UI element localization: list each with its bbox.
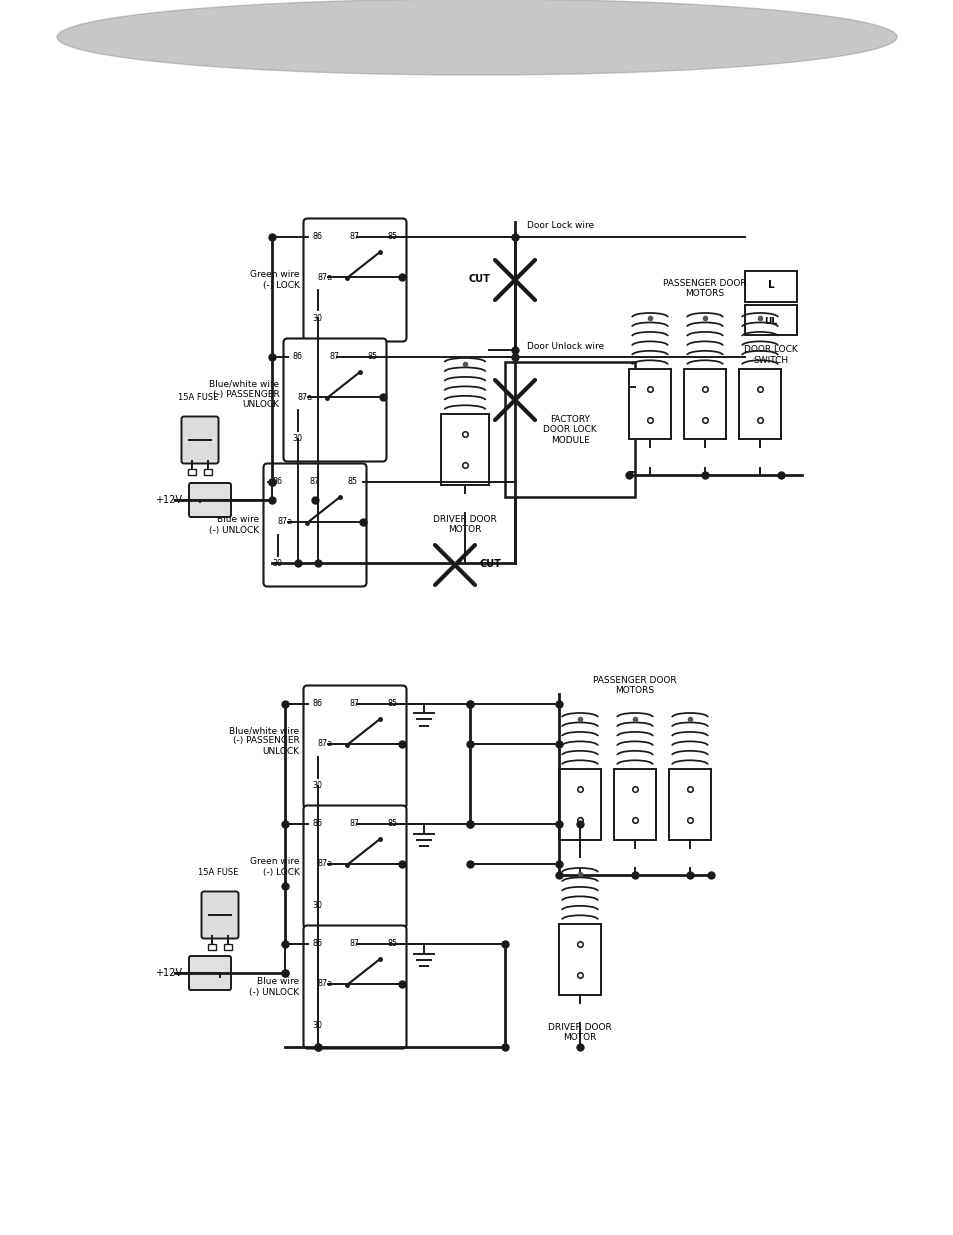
Text: 86: 86 bbox=[313, 819, 322, 827]
Text: CUT: CUT bbox=[479, 559, 501, 569]
Bar bbox=[683, 369, 725, 440]
Bar bbox=[204, 469, 212, 475]
FancyBboxPatch shape bbox=[303, 219, 406, 342]
Text: 86: 86 bbox=[313, 939, 322, 948]
Bar bbox=[744, 272, 796, 301]
FancyBboxPatch shape bbox=[201, 892, 238, 939]
FancyBboxPatch shape bbox=[303, 805, 406, 929]
Text: 30: 30 bbox=[313, 781, 322, 790]
Bar bbox=[208, 944, 215, 950]
Text: 87a: 87a bbox=[317, 979, 333, 988]
Text: UL: UL bbox=[763, 316, 777, 326]
FancyBboxPatch shape bbox=[303, 685, 406, 809]
Text: Blue/white wire
(-) PASSENGER
UNLOCK: Blue/white wire (-) PASSENGER UNLOCK bbox=[229, 726, 299, 756]
Text: CUT: CUT bbox=[539, 394, 561, 404]
Text: 30: 30 bbox=[313, 314, 322, 324]
Text: 87a: 87a bbox=[317, 273, 333, 282]
FancyBboxPatch shape bbox=[283, 338, 386, 462]
Text: 85: 85 bbox=[387, 819, 397, 827]
Text: 85: 85 bbox=[387, 939, 397, 948]
Text: 87a: 87a bbox=[317, 860, 333, 868]
Text: Blue/white wire
(-) PASSENGER
UNLOCK: Blue/white wire (-) PASSENGER UNLOCK bbox=[209, 379, 279, 409]
Text: 86: 86 bbox=[313, 232, 322, 241]
Text: 87: 87 bbox=[350, 819, 359, 827]
Text: 87: 87 bbox=[350, 939, 359, 948]
Bar bbox=[188, 469, 195, 475]
Text: 85: 85 bbox=[387, 699, 397, 708]
Text: FACTORY
DOOR LOCK
MODULE: FACTORY DOOR LOCK MODULE bbox=[542, 415, 597, 445]
Bar bbox=[668, 769, 710, 840]
Text: 87a: 87a bbox=[297, 393, 313, 401]
Bar bbox=[614, 769, 656, 840]
Text: 85: 85 bbox=[367, 352, 377, 361]
Text: 85: 85 bbox=[347, 477, 357, 487]
Text: 86: 86 bbox=[293, 352, 302, 361]
Text: +12V: +12V bbox=[154, 968, 182, 978]
FancyBboxPatch shape bbox=[189, 956, 231, 990]
Text: +12V: +12V bbox=[154, 495, 182, 505]
Text: DOOR LOCK
SWITCH: DOOR LOCK SWITCH bbox=[743, 346, 797, 364]
Text: 15A FUSE: 15A FUSE bbox=[197, 868, 238, 877]
Text: Green wire
(-) LOCK: Green wire (-) LOCK bbox=[250, 857, 299, 877]
FancyBboxPatch shape bbox=[189, 483, 231, 517]
Text: 87a: 87a bbox=[317, 740, 333, 748]
Text: Blue wire
(-) UNLOCK: Blue wire (-) UNLOCK bbox=[209, 515, 259, 535]
Text: 30: 30 bbox=[293, 433, 302, 443]
Text: PASSENGER DOOR
MOTORS: PASSENGER DOOR MOTORS bbox=[593, 676, 676, 695]
Text: 87a: 87a bbox=[277, 517, 293, 526]
FancyBboxPatch shape bbox=[181, 416, 218, 463]
Text: 86: 86 bbox=[313, 699, 322, 708]
Text: DRIVER DOOR
MOTOR: DRIVER DOOR MOTOR bbox=[548, 1023, 611, 1042]
Bar bbox=[744, 305, 796, 336]
Bar bbox=[504, 363, 635, 498]
Text: 87: 87 bbox=[350, 232, 359, 241]
Bar bbox=[224, 944, 232, 950]
Bar bbox=[628, 369, 670, 440]
Text: 87: 87 bbox=[330, 352, 339, 361]
Text: 15A FUSE: 15A FUSE bbox=[177, 393, 218, 403]
Bar bbox=[558, 769, 600, 840]
Text: 30: 30 bbox=[313, 1021, 322, 1030]
FancyBboxPatch shape bbox=[263, 463, 366, 587]
Bar bbox=[739, 369, 781, 440]
FancyBboxPatch shape bbox=[303, 925, 406, 1049]
Text: Door Lock wire: Door Lock wire bbox=[526, 221, 594, 231]
Bar bbox=[440, 414, 489, 484]
Text: 86: 86 bbox=[273, 477, 282, 487]
Text: 87: 87 bbox=[310, 477, 319, 487]
Text: 85: 85 bbox=[387, 232, 397, 241]
Text: 87: 87 bbox=[350, 699, 359, 708]
Bar bbox=[558, 924, 600, 994]
Text: PASSENGER DOOR
MOTORS: PASSENGER DOOR MOTORS bbox=[662, 279, 746, 298]
Text: Green wire
(-) LOCK: Green wire (-) LOCK bbox=[250, 270, 299, 290]
Text: 30: 30 bbox=[273, 559, 282, 568]
Text: Door Unlock wire: Door Unlock wire bbox=[526, 342, 603, 351]
Text: L: L bbox=[767, 280, 774, 290]
Text: DRIVER DOOR
MOTOR: DRIVER DOOR MOTOR bbox=[433, 515, 497, 535]
Text: Blue wire
(-) UNLOCK: Blue wire (-) UNLOCK bbox=[249, 977, 299, 997]
Text: 30: 30 bbox=[313, 902, 322, 910]
Text: CUT: CUT bbox=[468, 274, 490, 284]
Ellipse shape bbox=[57, 0, 896, 75]
